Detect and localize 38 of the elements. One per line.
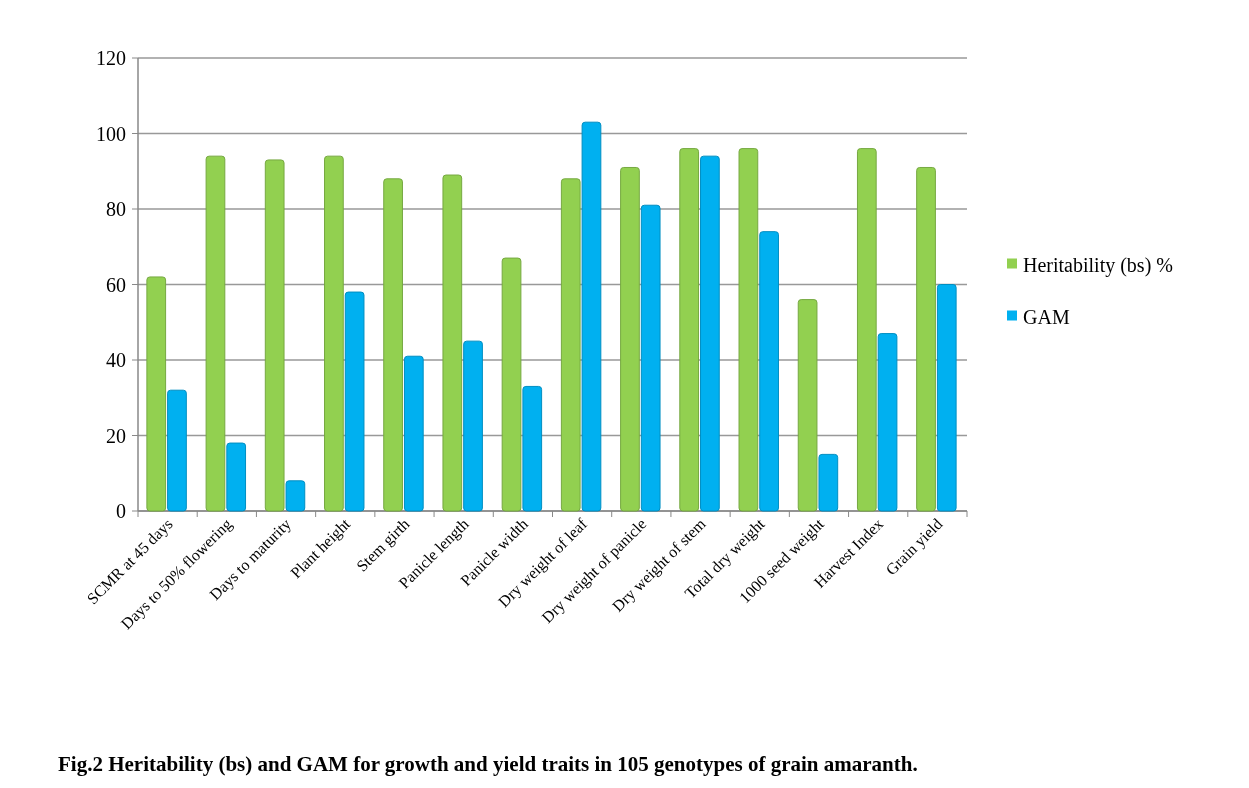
bar bbox=[205, 155, 226, 512]
bar bbox=[522, 385, 543, 512]
bar bbox=[463, 340, 483, 512]
bar bbox=[146, 276, 167, 512]
bar bbox=[501, 257, 522, 512]
y-tick-label: 120 bbox=[96, 47, 126, 69]
bar bbox=[877, 333, 898, 512]
bar bbox=[403, 355, 424, 512]
legend-label: GAM bbox=[1023, 305, 1070, 328]
bar bbox=[856, 148, 877, 512]
bar bbox=[167, 389, 187, 512]
bar bbox=[916, 166, 936, 512]
y-tick-label: 100 bbox=[96, 122, 126, 145]
bar bbox=[344, 291, 365, 512]
y-tick-label: 0 bbox=[116, 500, 126, 522]
bar bbox=[759, 231, 779, 512]
bar bbox=[818, 453, 839, 512]
legend-label: Heritability (bs) % bbox=[1023, 253, 1173, 277]
bar bbox=[640, 204, 661, 512]
y-tick-label: 40 bbox=[106, 349, 126, 371]
text: Fig.2 Heritability (bs) and GAM for growth and yield traits in 105 genotypes of grain amaranth. bbox=[58, 752, 918, 776]
bar bbox=[560, 178, 581, 512]
bar bbox=[324, 155, 344, 512]
y-tick-label: 60 bbox=[106, 273, 126, 296]
bar bbox=[936, 284, 957, 512]
bar bbox=[700, 155, 720, 512]
y-tick-label: 20 bbox=[106, 424, 126, 447]
bar bbox=[226, 442, 247, 512]
bar bbox=[264, 159, 285, 512]
bar bbox=[620, 166, 640, 512]
bar bbox=[285, 480, 306, 512]
bar bbox=[797, 299, 818, 512]
bar bbox=[383, 178, 403, 512]
bar bbox=[738, 148, 759, 512]
bar bbox=[679, 148, 700, 512]
bar bbox=[442, 174, 463, 512]
y-tick-label: 80 bbox=[106, 198, 126, 220]
bar bbox=[581, 121, 602, 512]
